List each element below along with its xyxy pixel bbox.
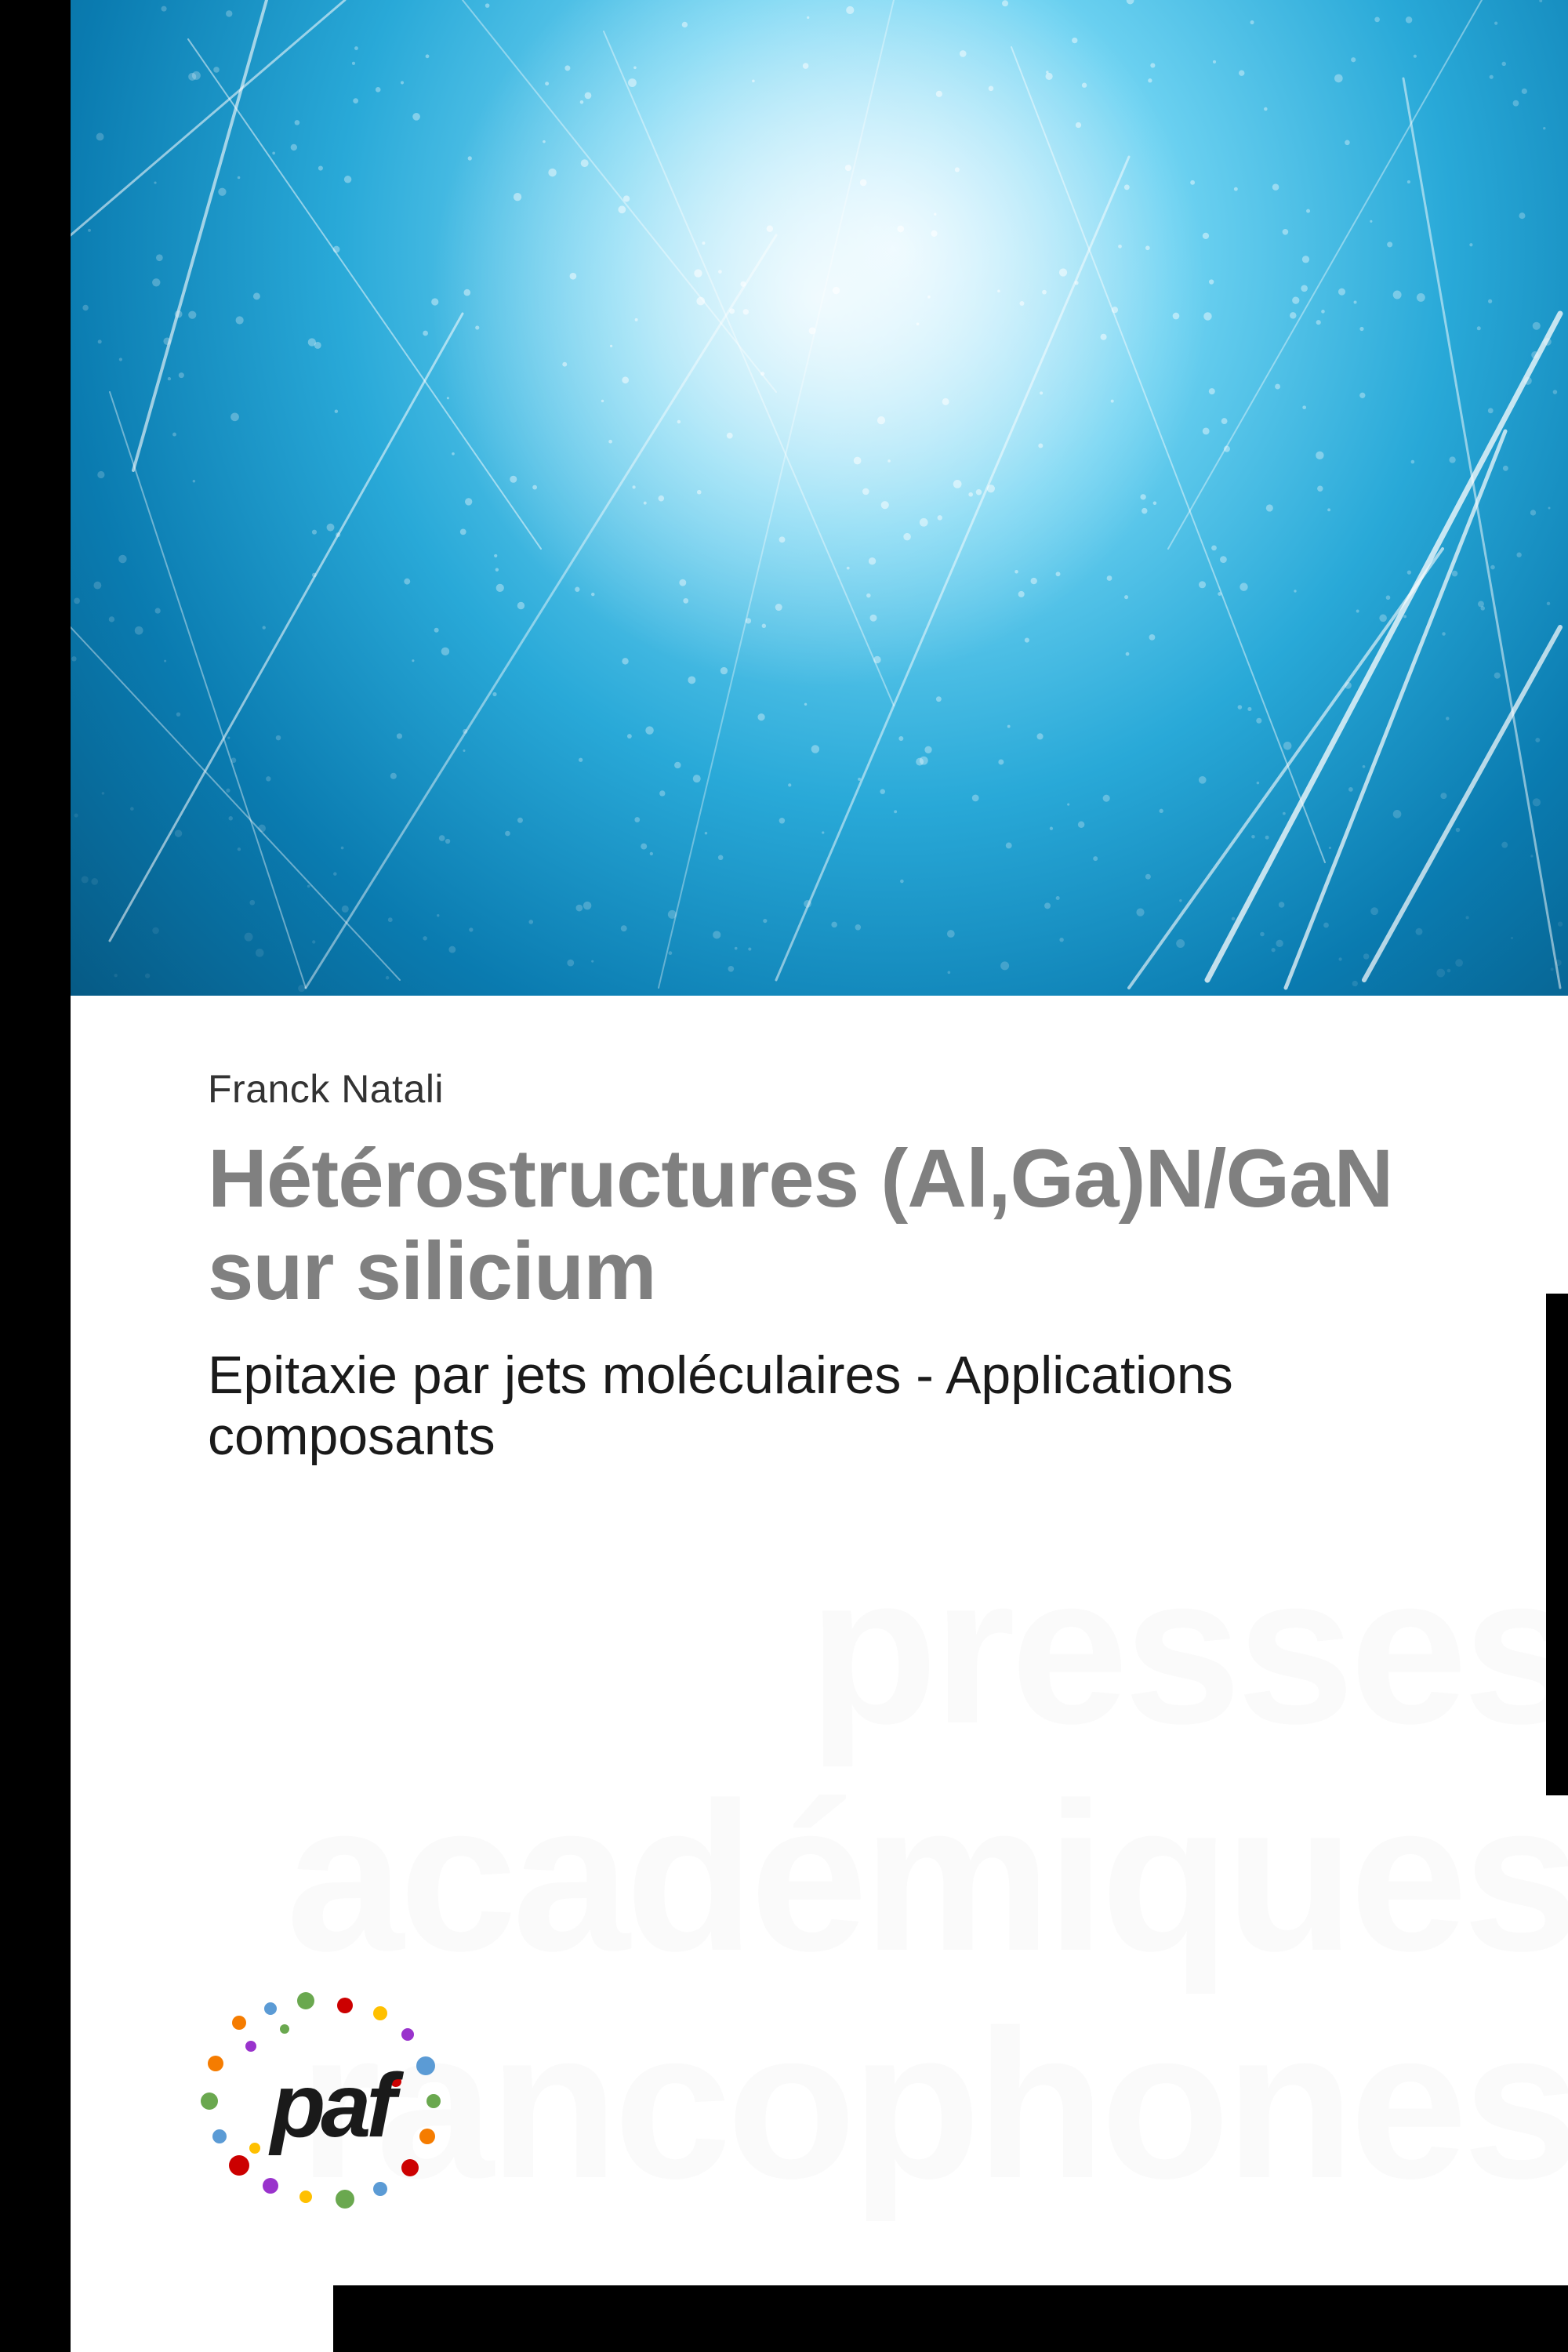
left-spine	[0, 0, 71, 2352]
watermark-line-2: académiques	[286, 1772, 1568, 1984]
cover-crystal-image	[71, 0, 1568, 996]
publisher-logo: paf	[192, 1991, 451, 2211]
author-name: Franck Natali	[208, 1066, 444, 1112]
crystal-texture-svg	[71, 0, 1568, 996]
white-info-panel: presses académiques rancophones Franck N…	[71, 996, 1568, 2352]
watermark-line-3: rancophones	[299, 1999, 1568, 2211]
watermark-line-1: presses	[808, 1544, 1568, 1756]
bottom-black-bar	[333, 2285, 1568, 2352]
book-subtitle: Epitaxie par jets moléculaires - Applica…	[208, 1345, 1384, 1467]
right-black-accent	[1546, 1294, 1568, 1795]
publisher-logo-text: paf	[270, 2054, 392, 2158]
book-title: Hétérostructures (Al,Ga)N/GaN sur silici…	[208, 1133, 1501, 1317]
